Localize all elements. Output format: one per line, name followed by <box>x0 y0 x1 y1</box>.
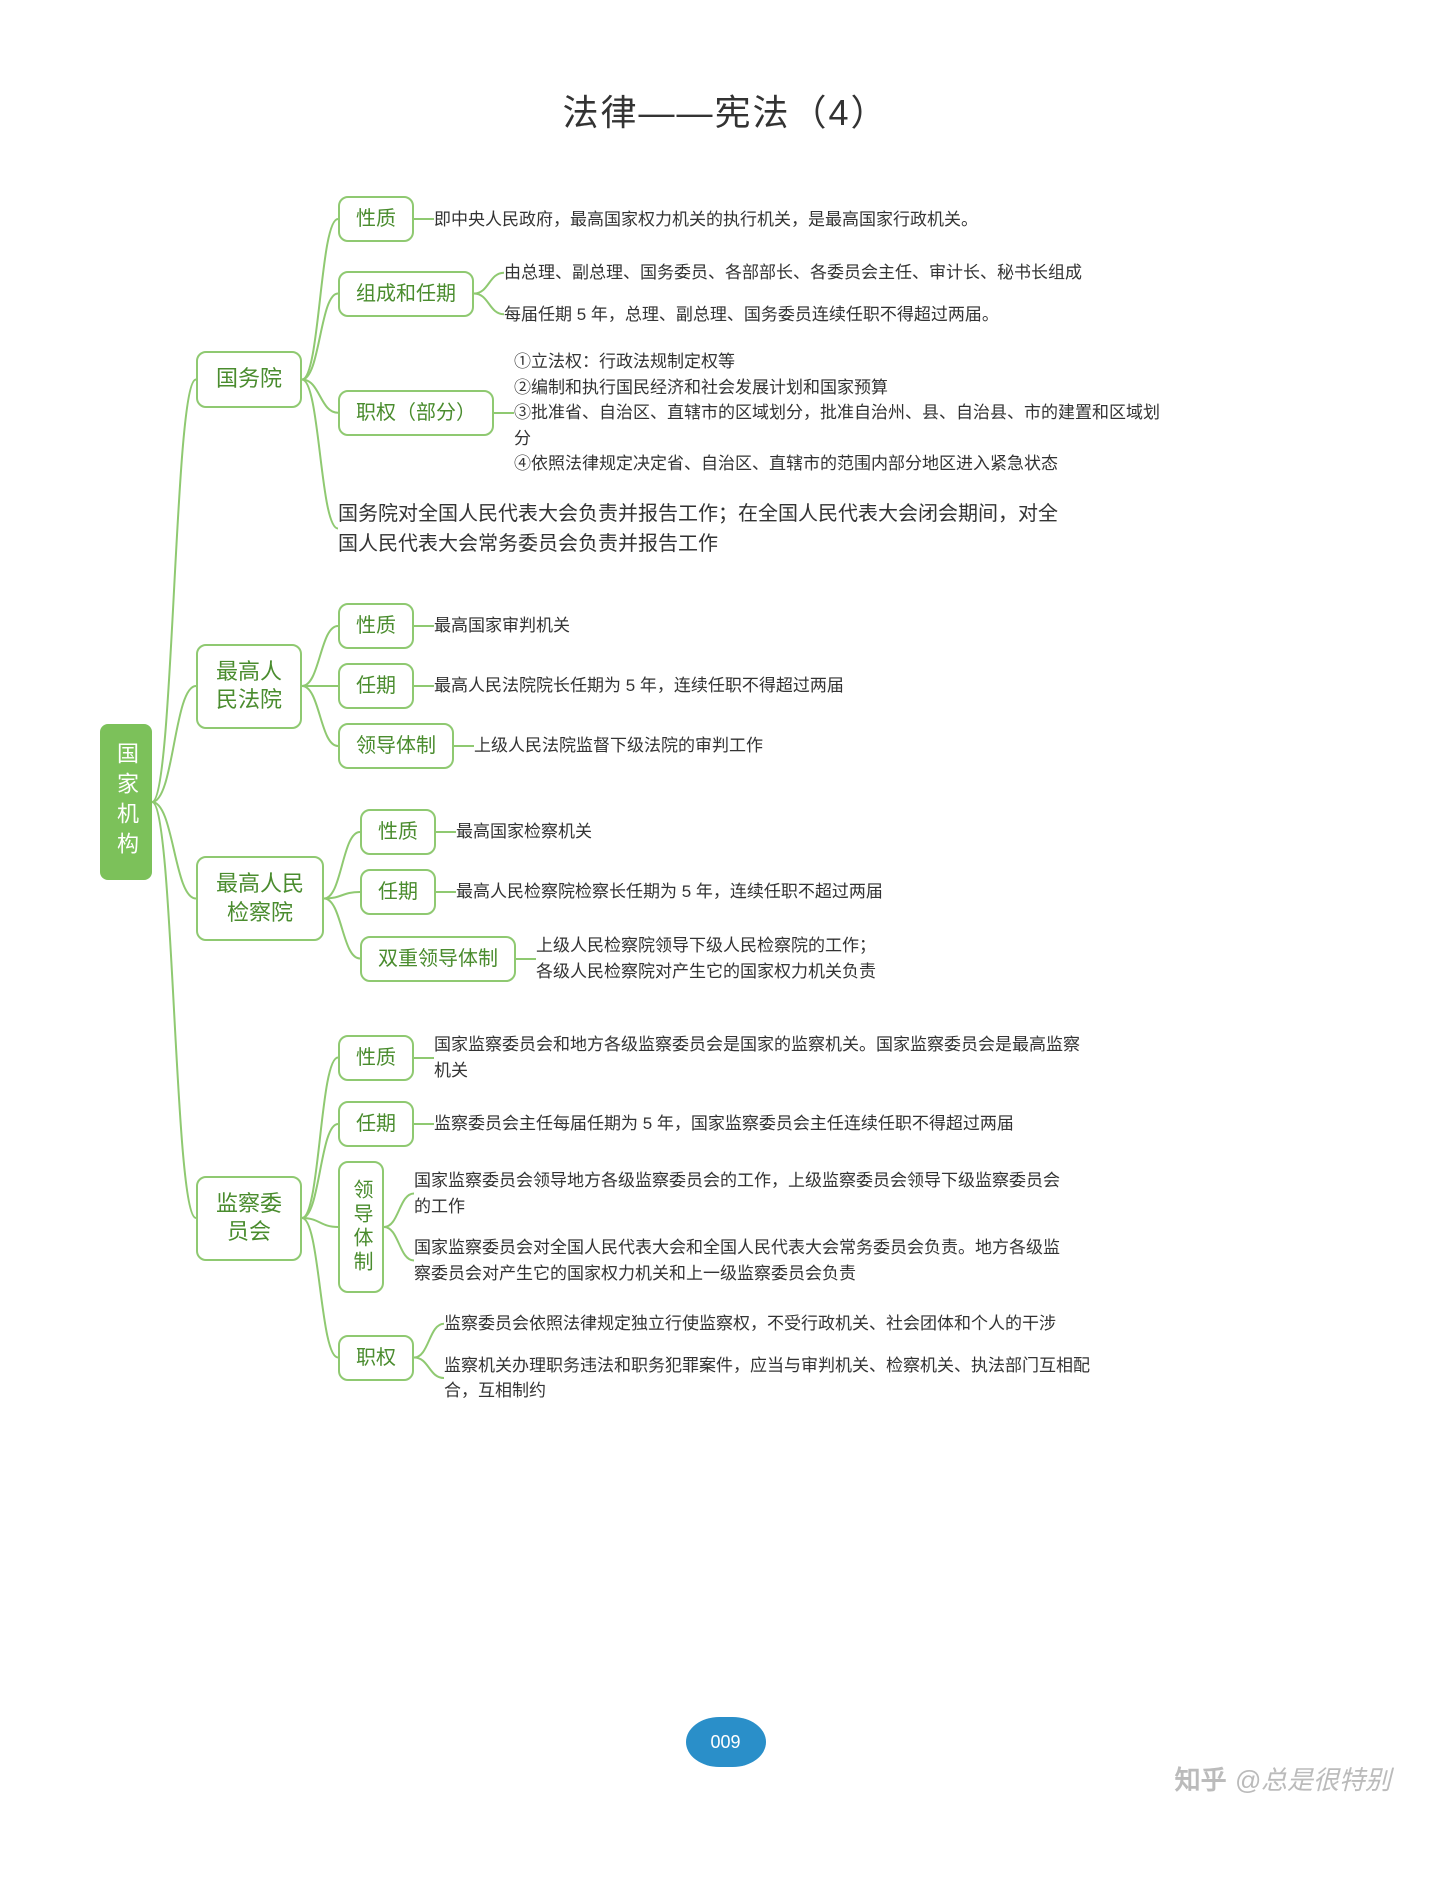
sub-node: 领导体制 <box>338 1161 384 1293</box>
sub-branches: 性质国家监察委员会和地方各级监察委员会是国家的监察机关。国家监察委员会是最高监察… <box>338 1028 1104 1408</box>
sub-node: 领导体制 <box>338 723 454 769</box>
sub-node: 任期 <box>338 1101 414 1147</box>
sub-branch-row: 性质国家监察委员会和地方各级监察委员会是国家的监察机关。国家监察委员会是最高监察… <box>338 1028 1104 1087</box>
leaf-text: 最高人民法院院长任期为 5 年，连续任职不得超过两届 <box>434 669 844 703</box>
sub-node: 职权（部分） <box>338 390 494 436</box>
leaf-text: 监察机关办理职务违法和职务犯罪案件，应当与审判机关、检察机关、执法部门互相配合，… <box>444 1349 1104 1408</box>
leaf-text: 由总理、副总理、国务委员、各部部长、各委员会主任、审计长、秘书长组成 <box>504 256 1082 290</box>
sub-branch-row: 性质最高国家审判机关 <box>338 603 844 649</box>
branch-node: 监察委员会 <box>196 1176 302 1261</box>
leaf-text: 每届任期 5 年，总理、副总理、国务委员连续任职不得超过两届。 <box>504 298 1082 332</box>
branch-row: 最高人民法院性质最高国家审判机关任期最高人民法院院长任期为 5 年，连续任职不得… <box>196 603 1174 769</box>
leaf-text: 国家监察委员会对全国人民代表大会和全国人民代表大会常务委员会负责。地方各级监察委… <box>414 1231 1074 1290</box>
leaf-text: 国家监察委员会和地方各级监察委员会是国家的监察机关。国家监察委员会是最高监察机关 <box>434 1028 1094 1087</box>
page-number-badge: 009 <box>686 1717 766 1767</box>
branch-row: 国务院性质即中央人民政府，最高国家权力机关的执行机关，是最高国家行政机关。组成和… <box>196 196 1174 563</box>
sub-node: 性质 <box>338 196 414 242</box>
sub-branch-row: 任期监察委员会主任每届任期为 5 年，国家监察委员会主任连续任职不得超过两届 <box>338 1101 1104 1147</box>
watermark-text: @总是很特别 <box>1235 1760 1391 1797</box>
sub-branches: 性质即中央人民政府，最高国家权力机关的执行机关，是最高国家行政机关。组成和任期由… <box>338 196 1174 563</box>
page: 法律——宪法（4） 国家机构国务院性质即中央人民政府，最高国家权力机关的执行机关… <box>0 0 1451 1887</box>
leaf-text: 国务院对全国人民代表大会负责并报告工作；在全国人民代表大会闭会期间，对全国人民代… <box>338 495 1058 563</box>
branches-column: 国务院性质即中央人民政府，最高国家权力机关的执行机关，是最高国家行政机关。组成和… <box>196 196 1174 1408</box>
branch-row: 最高人民检察院性质最高国家检察机关任期最高人民检察院检察长任期为 5 年，连续任… <box>196 809 1174 988</box>
sub-branch-row: 双重领导体制上级人民检察院领导下级人民检察院的工作； 各级人民检察院对产生它的国… <box>360 929 883 988</box>
sub-branch-row: 任期最高人民法院院长任期为 5 年，连续任职不得超过两届 <box>338 663 844 709</box>
sub-node: 性质 <box>360 809 436 855</box>
page-title: 法律——宪法（4） <box>100 84 1351 136</box>
sub-branch-row: 性质最高国家检察机关 <box>360 809 883 855</box>
branch-node: 国务院 <box>196 351 302 408</box>
leaf-text: 监察委员会依照法律规定独立行使监察权，不受行政机关、社会团体和个人的干涉 <box>444 1307 1104 1341</box>
sub-node: 组成和任期 <box>338 271 474 317</box>
leaf-group: 由总理、副总理、国务委员、各部部长、各委员会主任、审计长、秘书长组成每届任期 5… <box>504 256 1082 331</box>
leaf-text: 即中央人民政府，最高国家权力机关的执行机关，是最高国家行政机关。 <box>434 203 978 237</box>
branch-node: 最高人民检察院 <box>196 856 324 941</box>
leaf-text: ①立法权：行政法规制定权等 ②编制和执行国民经济和社会发展计划和国家预算 ③批准… <box>514 345 1174 481</box>
sub-branches: 性质最高国家检察机关任期最高人民检察院检察长任期为 5 年，连续任职不超过两届双… <box>360 809 883 988</box>
leaf-text: 上级人民法院监督下级法院的审判工作 <box>474 729 763 763</box>
sub-branch-row: 职权（部分） ①立法权：行政法规制定权等 ②编制和执行国民经济和社会发展计划和国家… <box>338 345 1174 481</box>
leaf-text: 最高人民检察院检察长任期为 5 年，连续任职不超过两届 <box>456 875 883 909</box>
sub-branch-row: 国务院对全国人民代表大会负责并报告工作；在全国人民代表大会闭会期间，对全国人民代… <box>338 495 1174 563</box>
sub-node: 双重领导体制 <box>360 936 516 982</box>
leaf-text: 上级人民检察院领导下级人民检察院的工作； 各级人民检察院对产生它的国家权力机关负… <box>536 929 876 988</box>
mindmap-diagram: 国家机构国务院性质即中央人民政府，最高国家权力机关的执行机关，是最高国家行政机关… <box>100 196 1351 1408</box>
leaf-group: 国家监察委员会领导地方各级监察委员会的工作，上级监察委员会领导下级监察委员会的工… <box>414 1164 1074 1290</box>
sub-node: 性质 <box>338 603 414 649</box>
leaf-text: 最高国家审判机关 <box>434 609 570 643</box>
sub-node: 性质 <box>338 1035 414 1081</box>
sub-node: 任期 <box>338 663 414 709</box>
sub-branch-row: 任期最高人民检察院检察长任期为 5 年，连续任职不超过两届 <box>360 869 883 915</box>
sub-branches: 性质最高国家审判机关任期最高人民法院院长任期为 5 年，连续任职不得超过两届领导… <box>338 603 844 769</box>
leaf-text: 监察委员会主任每届任期为 5 年，国家监察委员会主任连续任职不得超过两届 <box>434 1107 1014 1141</box>
zhihu-logo-text: 知乎 <box>1175 1760 1227 1797</box>
sub-branch-row: 领导体制国家监察委员会领导地方各级监察委员会的工作，上级监察委员会领导下级监察委… <box>338 1161 1104 1293</box>
root-node: 国家机构 <box>100 724 152 880</box>
branch-row: 监察委员会 性质国家监察委员会和地方各级监察委员会是国家的监察机关。国家监察委员会… <box>196 1028 1174 1408</box>
watermark: 知乎 @总是很特别 <box>1175 1760 1391 1797</box>
leaf-text: 国家监察委员会领导地方各级监察委员会的工作，上级监察委员会领导下级监察委员会的工… <box>414 1164 1074 1223</box>
sub-node: 职权 <box>338 1335 414 1381</box>
sub-branch-row: 性质即中央人民政府，最高国家权力机关的执行机关，是最高国家行政机关。 <box>338 196 1174 242</box>
sub-node: 任期 <box>360 869 436 915</box>
leaf-text: 最高国家检察机关 <box>456 815 592 849</box>
sub-branch-row: 组成和任期由总理、副总理、国务委员、各部部长、各委员会主任、审计长、秘书长组成每… <box>338 256 1174 331</box>
sub-branch-row: 职权监察委员会依照法律规定独立行使监察权，不受行政机关、社会团体和个人的干涉监察… <box>338 1307 1104 1408</box>
branch-node: 最高人民法院 <box>196 644 302 729</box>
sub-branch-row: 领导体制上级人民法院监督下级法院的审判工作 <box>338 723 844 769</box>
leaf-group: 监察委员会依照法律规定独立行使监察权，不受行政机关、社会团体和个人的干涉监察机关… <box>444 1307 1104 1408</box>
